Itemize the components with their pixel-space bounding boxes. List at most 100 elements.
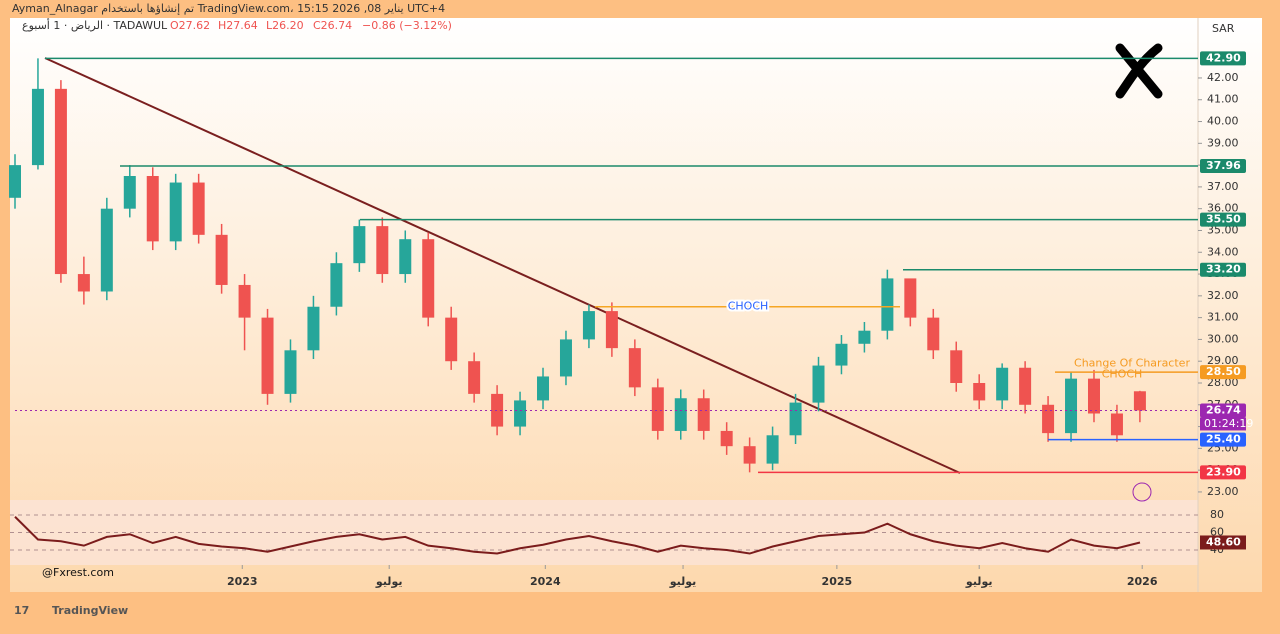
y-tick-label: 28.00 <box>1207 376 1239 389</box>
level-tag <box>1200 262 1246 277</box>
choch-note: Change Of Character <box>1074 356 1190 369</box>
candle-body <box>31 88 44 166</box>
level-label: 23.90 <box>1206 465 1241 478</box>
candle-body <box>605 311 618 349</box>
ohlc-low: L26.20 <box>266 19 304 32</box>
candle-body <box>973 382 986 401</box>
candle-body <box>881 278 894 331</box>
candle-body <box>123 176 136 209</box>
y-tick-label: 41.00 <box>1207 93 1239 106</box>
candle-body <box>1110 413 1123 436</box>
y-tick-label: 39.00 <box>1207 136 1239 149</box>
candle-body <box>491 393 504 427</box>
level-label: 35.50 <box>1206 213 1241 226</box>
level-tag <box>1200 432 1246 447</box>
candle-body <box>927 317 940 351</box>
candle-body <box>146 176 159 242</box>
y-tick-label: 40.00 <box>1207 115 1239 128</box>
rsi-tick-label: 80 <box>1210 508 1224 521</box>
candle-body <box>1133 391 1146 411</box>
y-tick-label: 32.00 <box>1207 289 1239 302</box>
candle-body <box>1042 404 1055 434</box>
level-label: 33.20 <box>1206 263 1241 276</box>
level-tag <box>1200 403 1246 418</box>
candle-body <box>559 339 572 377</box>
alert-icon <box>1132 482 1152 502</box>
currency: SAR <box>1212 22 1235 35</box>
logo <box>1115 43 1163 99</box>
candle-body <box>215 234 228 285</box>
x-tick-label: يوليو <box>669 575 697 588</box>
candle-body <box>192 182 205 235</box>
candle-body <box>514 400 527 427</box>
ohlc-high: H27.64 <box>218 19 258 32</box>
candle-body <box>422 239 435 318</box>
candle-body <box>330 263 343 307</box>
candle-body <box>996 367 1009 401</box>
y-tick-label: 35.00 <box>1207 223 1239 236</box>
y-tick-label: 30.00 <box>1207 332 1239 345</box>
candle-body <box>537 376 550 401</box>
candle-body <box>950 350 963 383</box>
candle-body <box>100 208 113 292</box>
y-tick-label: 36.00 <box>1207 202 1239 215</box>
ohlc-open: O27.62 <box>170 19 210 32</box>
symbol: الرياض · 1 أسبوع · TADAWUL <box>22 18 168 32</box>
candle-body <box>651 387 664 431</box>
candle-body <box>399 239 412 275</box>
candle-body <box>77 274 90 292</box>
rsi-line <box>14 516 1141 555</box>
candle-body <box>353 226 366 264</box>
x-tick-label: يوليو <box>375 575 403 588</box>
y-tick-label: 31.00 <box>1207 311 1239 324</box>
ohlc-change: −0.86 (−3.12%) <box>362 19 452 32</box>
level-label: 37.96 <box>1206 159 1241 172</box>
level-tag <box>1200 212 1246 227</box>
candle-body <box>1019 367 1032 405</box>
x-tick-label: 2026 <box>1127 575 1158 588</box>
candle-body <box>445 317 458 362</box>
level-tag <box>1200 465 1246 480</box>
candle-body <box>468 361 481 394</box>
candle-body <box>766 435 779 464</box>
rsi-last-tag <box>1200 535 1246 550</box>
candle-body <box>582 311 595 340</box>
choch-note: CHOCH <box>1102 367 1143 380</box>
candle-body <box>376 226 389 275</box>
candle-body <box>261 317 274 394</box>
level-label: 42.90 <box>1206 51 1241 64</box>
candle-body <box>1065 378 1078 434</box>
candle-body <box>628 348 641 388</box>
level-label: 25.40 <box>1206 433 1241 446</box>
watermark: @Fxrest.com <box>42 566 114 579</box>
candle-body <box>169 182 182 242</box>
x-tick-label: يوليو <box>965 575 993 588</box>
candle-body <box>54 88 67 275</box>
x-tick-label: 2024 <box>530 575 561 588</box>
author-line: Ayman_Alnagar تم إنشاؤها باستخدام Tradin… <box>12 2 445 15</box>
choch-label: CHOCH <box>728 300 769 313</box>
y-tick-label: 42.00 <box>1207 71 1239 84</box>
countdown-tag <box>1200 417 1246 431</box>
y-tick-label: 29.00 <box>1207 354 1239 367</box>
candle-body <box>1087 378 1100 414</box>
x-tick-label: 2025 <box>822 575 853 588</box>
candle-body <box>697 398 710 431</box>
level-tag <box>1200 51 1246 66</box>
candle-body <box>835 343 848 366</box>
chart-panel <box>10 18 1262 592</box>
rsi-last-label: 48.60 <box>1206 535 1241 548</box>
candle-body <box>284 350 297 394</box>
ohlc-close: C26.74 <box>313 19 352 32</box>
level-tag <box>1200 158 1246 173</box>
level-label: 26.74 <box>1206 403 1241 416</box>
rsi-tick-label: 60 <box>1210 526 1224 539</box>
brand-icon: 17 <box>14 604 29 617</box>
y-tick-label: 37.00 <box>1207 180 1239 193</box>
y-tick-label: 34.00 <box>1207 245 1239 258</box>
x-tick-label: 2023 <box>227 575 258 588</box>
y-tick-label: 23.00 <box>1207 485 1239 498</box>
candle-body <box>307 306 320 351</box>
level-tag <box>1200 365 1246 380</box>
